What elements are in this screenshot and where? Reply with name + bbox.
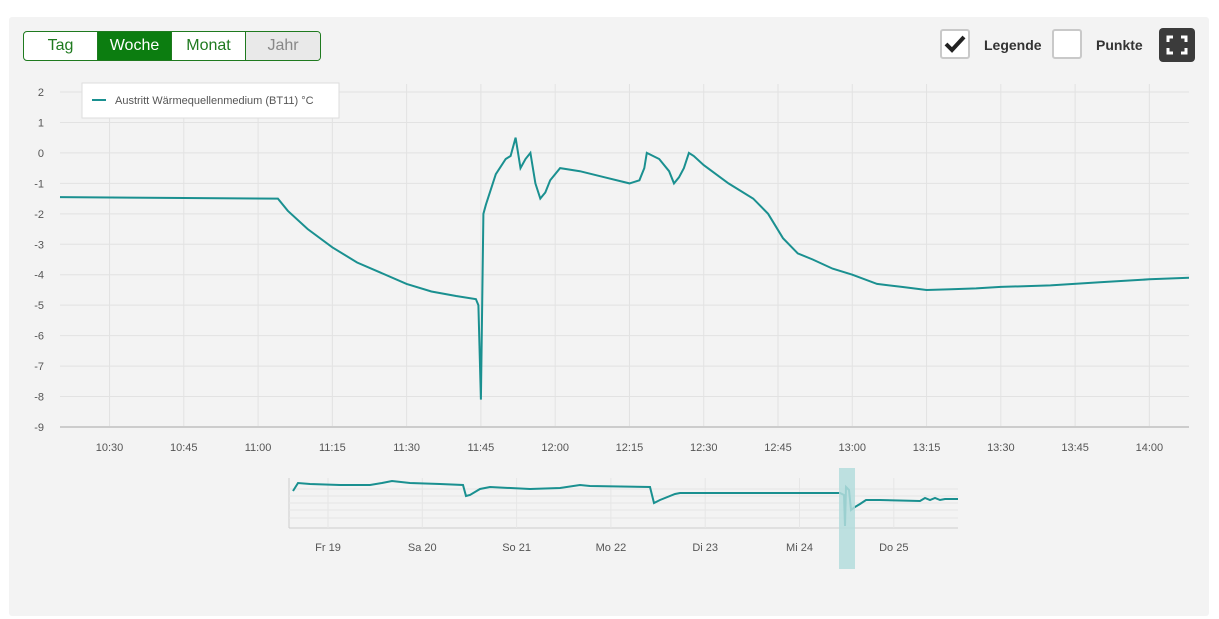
y-tick-label: -1 [34,178,44,190]
navigator-tick-label: Sa 20 [408,542,437,554]
x-tick-label: 12:00 [541,442,569,454]
range-button-tag[interactable]: Tag [24,32,98,60]
y-tick-label: -3 [34,239,44,251]
navigator-tick-label: So 21 [502,542,531,554]
legend-checkbox[interactable] [940,29,970,59]
y-tick-label: -5 [34,300,44,312]
navigator-tick-label: Fr 19 [315,542,341,554]
x-tick-label: 11:15 [319,442,346,454]
points-checkbox-label: Punkte [1096,37,1143,53]
navigator-series-line [292,479,958,527]
navigator-tick-label: Mo 22 [596,542,627,554]
y-tick-label: 2 [38,87,44,99]
x-tick-label: 11:00 [245,442,272,454]
navigator-grid [289,478,958,528]
x-tick-label: 12:30 [690,442,718,454]
navigator-tick-label: Di 23 [692,542,718,554]
x-tick-label: 10:30 [96,442,124,454]
y-tick-label: -9 [34,422,44,434]
y-tick-label: 0 [38,148,44,160]
y-tick-label: -7 [34,361,44,373]
navigator-tick-labels: Fr 19 Sa 20 So 21 Mo 22 Di 23 Mi 24 Do 25 [315,542,908,554]
navigator-selection[interactable] [839,468,855,569]
axes: 2 1 0 -1 -2 -3 -4 -5 -6 -7 -8 -9 10:30 10:45 11:00 11:1… [34,87,1189,454]
fullscreen-icon [1166,35,1188,55]
y-tick-label: 1 [38,117,44,129]
legend-checkbox-label: Legende [984,37,1042,53]
legend-label: Austritt Wärmequellenmedium (BT11) °C [115,95,314,107]
range-button-jahr[interactable]: Jahr [246,32,320,60]
grid [60,84,1189,428]
navigator-tick-label: Do 25 [879,542,908,554]
points-checkbox[interactable] [1052,29,1082,59]
x-tick-label: 10:45 [170,442,198,454]
x-tick-label: 13:30 [987,442,1015,454]
series-line [59,137,1190,400]
range-button-woche[interactable]: Woche [98,32,172,60]
x-tick-label: 12:15 [616,442,644,454]
x-tick-label: 12:45 [764,442,792,454]
y-tick-label: -6 [34,331,44,343]
x-tick-label: 13:15 [913,442,941,454]
x-tick-label: 14:00 [1136,442,1164,454]
checkmark-icon [944,35,966,53]
x-tick-label: 13:45 [1061,442,1089,454]
range-selector: Tag Woche Monat Jahr [23,31,321,61]
y-tick-label: -4 [34,270,44,282]
navigator-tick-label: Mi 24 [786,542,813,554]
x-tick-label: 11:30 [393,442,420,454]
fullscreen-button[interactable] [1159,28,1195,62]
y-tick-label: -2 [34,209,44,221]
x-tick-label: 13:00 [839,442,867,454]
navigator[interactable]: Fr 19 Sa 20 So 21 Mo 22 Di 23 Mi 24 Do 25 [288,468,958,569]
range-button-monat[interactable]: Monat [172,32,246,60]
legend-box[interactable]: Austritt Wärmequellenmedium (BT11) °C [81,82,340,119]
x-tick-label: 11:45 [468,442,495,454]
y-tick-label: -8 [34,392,44,404]
